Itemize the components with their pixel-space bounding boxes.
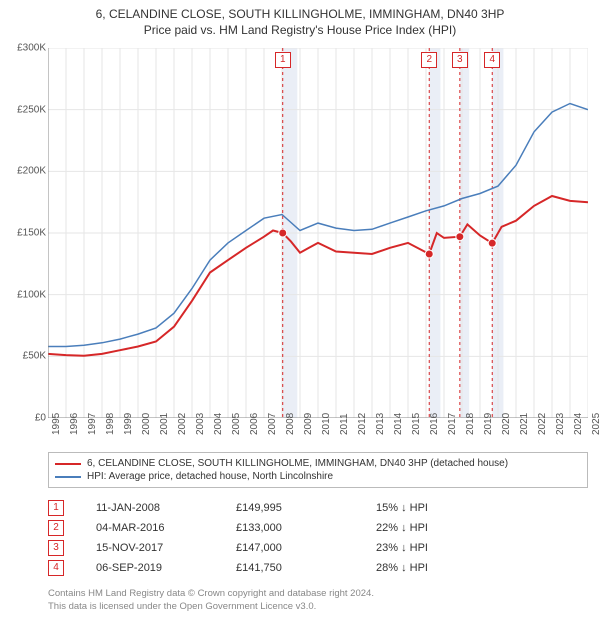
x-tick-label: 2014 (393, 413, 404, 435)
sale-price: £141,750 (236, 562, 376, 574)
sale-marker: 2 (421, 52, 437, 68)
x-tick-label: 2023 (555, 413, 566, 435)
x-tick-label: 2008 (285, 413, 296, 435)
x-tick-label: 1997 (87, 413, 98, 435)
sale-date: 04-MAR-2016 (96, 522, 236, 534)
sale-marker: 4 (484, 52, 500, 68)
x-tick-label: 2024 (573, 413, 584, 435)
legend-label: 6, CELANDINE CLOSE, SOUTH KILLINGHOLME, … (87, 458, 508, 469)
x-tick-label: 2025 (591, 413, 600, 435)
table-row: 1 11-JAN-2008£149,99515% ↓ HPI (48, 498, 588, 518)
sale-price: £133,000 (236, 522, 376, 534)
sales-table: 1 11-JAN-2008£149,99515% ↓ HPI 2 04-MAR-201… (48, 498, 588, 578)
x-tick-label: 2018 (465, 413, 476, 435)
x-tick-label: 2003 (195, 413, 206, 435)
x-tick-label: 2012 (357, 413, 368, 435)
legend-item-property: 6, CELANDINE CLOSE, SOUTH KILLINGHOLME, … (55, 457, 581, 470)
sale-diff: 23% ↓ HPI (376, 542, 516, 554)
sale-marker: 1 (48, 500, 64, 516)
price-chart: £0£50K£100K£150K£200K£250K£300K 19951996… (48, 48, 588, 418)
sale-marker: 4 (48, 560, 64, 576)
sale-price: £149,995 (236, 502, 376, 514)
x-tick-label: 2006 (249, 413, 260, 435)
x-tick-label: 2005 (231, 413, 242, 435)
sale-diff: 28% ↓ HPI (376, 562, 516, 574)
x-tick-label: 2011 (339, 413, 350, 435)
footer: Contains HM Land Registry data © Crown c… (48, 588, 588, 614)
x-tick-label: 2007 (267, 413, 278, 435)
x-tick-label: 2015 (411, 413, 422, 435)
sale-marker: 1 (275, 52, 291, 68)
legend-label: HPI: Average price, detached house, Nort… (87, 471, 333, 482)
x-tick-label: 1998 (105, 413, 116, 435)
sale-date: 11-JAN-2008 (96, 502, 236, 514)
x-tick-label: 2002 (177, 413, 188, 435)
chart-svg (48, 48, 588, 418)
sale-marker: 3 (452, 52, 468, 68)
x-tick-label: 2017 (447, 413, 458, 435)
x-tick-label: 2016 (429, 413, 440, 435)
x-tick-label: 2021 (519, 413, 530, 435)
x-tick-label: 2009 (303, 413, 314, 435)
legend-swatch (55, 463, 81, 465)
x-tick-label: 2004 (213, 413, 224, 435)
x-tick-label: 2019 (483, 413, 494, 435)
sale-date: 15-NOV-2017 (96, 542, 236, 554)
x-tick-label: 2020 (501, 413, 512, 435)
sale-marker: 3 (48, 540, 64, 556)
sale-diff: 22% ↓ HPI (376, 522, 516, 534)
y-tick-label: £250K (2, 104, 46, 115)
y-tick-label: £0 (2, 413, 46, 424)
legend-swatch (55, 476, 81, 478)
sale-marker: 2 (48, 520, 64, 536)
x-tick-label: 2013 (375, 413, 386, 435)
x-tick-label: 2000 (141, 413, 152, 435)
legend-item-hpi: HPI: Average price, detached house, Nort… (55, 470, 581, 483)
x-tick-label: 1995 (51, 413, 62, 435)
title-subtitle: Price paid vs. HM Land Registry's House … (0, 22, 600, 38)
legend: 6, CELANDINE CLOSE, SOUTH KILLINGHOLME, … (48, 452, 588, 488)
x-tick-label: 1996 (69, 413, 80, 435)
footer-line-1: Contains HM Land Registry data © Crown c… (48, 588, 588, 601)
table-row: 3 15-NOV-2017£147,00023% ↓ HPI (48, 538, 588, 558)
y-tick-label: £200K (2, 166, 46, 177)
x-tick-label: 2001 (159, 413, 170, 435)
table-row: 2 04-MAR-2016£133,00022% ↓ HPI (48, 518, 588, 538)
y-tick-label: £150K (2, 228, 46, 239)
x-tick-label: 1999 (123, 413, 134, 435)
x-tick-label: 2010 (321, 413, 332, 435)
y-tick-label: £100K (2, 289, 46, 300)
y-tick-label: £300K (2, 43, 46, 54)
sale-price: £147,000 (236, 542, 376, 554)
sale-date: 06-SEP-2019 (96, 562, 236, 574)
table-row: 4 06-SEP-2019£141,75028% ↓ HPI (48, 558, 588, 578)
x-tick-label: 2022 (537, 413, 548, 435)
footer-line-2: This data is licensed under the Open Gov… (48, 601, 588, 614)
title-address: 6, CELANDINE CLOSE, SOUTH KILLINGHOLME, … (0, 6, 600, 22)
y-tick-label: £50K (2, 351, 46, 362)
sale-diff: 15% ↓ HPI (376, 502, 516, 514)
